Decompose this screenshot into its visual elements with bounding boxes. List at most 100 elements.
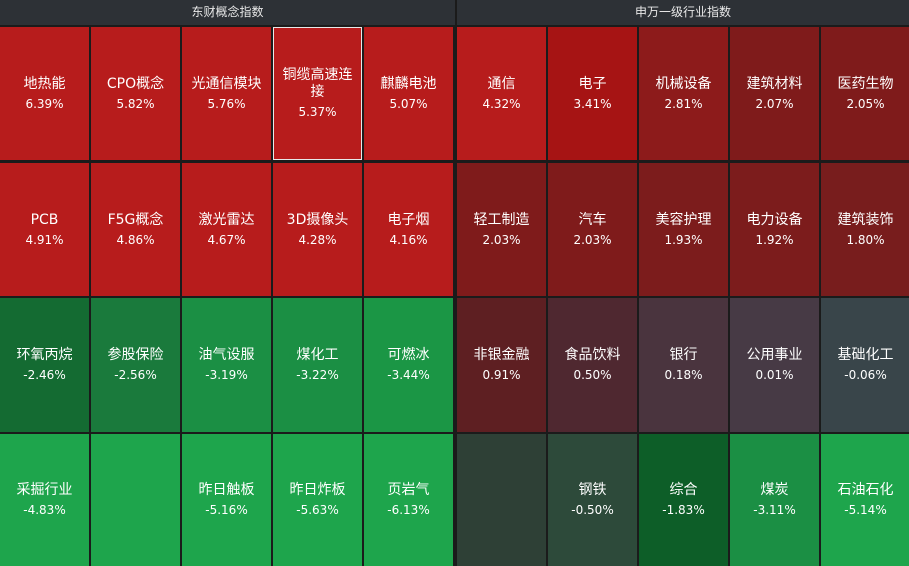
tile-change-percent: -1.83% xyxy=(662,503,705,517)
tile-change-percent: -3.22% xyxy=(296,368,339,382)
tile-name: 医药生物 xyxy=(837,75,894,92)
tile-name: 通信 xyxy=(487,75,516,92)
concept-tile[interactable]: 麒麟电池 5.07% xyxy=(364,27,453,160)
industry-tile[interactable]: 汽车 2.03% xyxy=(548,163,637,296)
industry-tile[interactable]: 基础化工 -0.06% xyxy=(821,298,909,432)
industry-tile[interactable]: 美容护理 1.93% xyxy=(639,163,728,296)
concept-index-panel: 东财概念指数 地热能 6.39% CPO概念 5.82% 光通信模块 5.76% 铜缆高速连… xyxy=(0,0,455,566)
tile-change-percent: 3.41% xyxy=(573,96,612,111)
industry-tile[interactable]: 煤炭 -3.11% xyxy=(730,434,819,566)
tile-name: 参股保险 xyxy=(107,347,164,363)
tile-change-percent: 0.50% xyxy=(573,368,612,382)
tile-name: 电子烟 xyxy=(387,211,430,228)
industry-tile[interactable]: 钢铁 -0.50% xyxy=(548,434,637,566)
tile-change-percent: 2.05% xyxy=(846,96,885,111)
tile-name: 综合 xyxy=(669,482,698,498)
tile-change-percent: 0.01% xyxy=(755,368,794,382)
industry-index-title: 申万一级行业指数 xyxy=(457,0,909,25)
concept-tile[interactable]: PCB 4.91% xyxy=(0,163,89,296)
tile-name: F5G概念 xyxy=(107,211,164,228)
tile-change-percent: 4.91% xyxy=(25,232,64,247)
tile-name: 美容护理 xyxy=(655,211,712,228)
tile-change-percent: -3.44% xyxy=(387,368,430,382)
industry-tile[interactable]: 电力设备 1.92% xyxy=(730,163,819,296)
industry-tile[interactable]: 建筑材料 2.07% xyxy=(730,27,819,160)
industry-tile[interactable]: 电子 3.41% xyxy=(548,27,637,160)
tile-name: 基础化工 xyxy=(837,347,894,363)
tile-name: 公用事业 xyxy=(746,347,803,363)
concept-tile[interactable]: 激光雷达 4.67% xyxy=(182,163,271,296)
tile-change-percent: 6.39% xyxy=(25,96,64,111)
tile-change-percent: 2.07% xyxy=(755,96,794,111)
tile-name: 昨日炸板 xyxy=(289,482,346,498)
tile-change-percent: 2.03% xyxy=(573,232,612,247)
concept-tile[interactable]: 3D摄像头 4.28% xyxy=(273,163,362,296)
industry-tile[interactable]: 机械设备 2.81% xyxy=(639,27,728,160)
concept-tile[interactable]: 参股保险 -2.56% xyxy=(91,298,180,432)
industry-tile[interactable]: 医药生物 2.05% xyxy=(821,27,909,160)
industry-tile[interactable]: 银行 0.18% xyxy=(639,298,728,432)
concept-tile[interactable]: 采掘行业 -4.83% xyxy=(0,434,89,566)
tile-name: 建筑材料 xyxy=(746,75,803,92)
tile-name: 油气设服 xyxy=(198,347,255,363)
tile-change-percent: 4.32% xyxy=(482,96,521,111)
concept-tile[interactable]: 油气设服 -3.19% xyxy=(182,298,271,432)
tile-name: 钢铁 xyxy=(578,482,607,498)
tile-change-percent: -0.50% xyxy=(571,503,614,517)
tile-name: 电力设备 xyxy=(746,211,803,228)
tile-change-percent: 1.92% xyxy=(755,232,794,247)
tile-name: 3D摄像头 xyxy=(286,211,349,228)
tile-name: 激光雷达 xyxy=(198,211,255,228)
tile-change-percent: -5.63% xyxy=(296,503,339,517)
concept-tile[interactable]: 电子烟 4.16% xyxy=(364,163,453,296)
industry-index-panel: 申万一级行业指数 通信 4.32% 电子 3.41% 机械设备 2.81% 建筑材料 2.07… xyxy=(457,0,909,566)
concept-tile[interactable]: 环氧丙烷 -2.46% xyxy=(0,298,89,432)
tile-name: 铜缆高速连接 xyxy=(282,67,353,100)
industry-tile[interactable]: 通信 4.32% xyxy=(457,27,546,160)
concept-tile[interactable]: F5G概念 4.86% xyxy=(91,163,180,296)
tile-name: 汽车 xyxy=(578,211,607,228)
industry-tile[interactable] xyxy=(457,434,546,566)
tile-name: 轻工制造 xyxy=(473,211,530,228)
concept-tile[interactable]: 地热能 6.39% xyxy=(0,27,89,160)
tile-name: 石油石化 xyxy=(837,482,894,498)
tile-change-percent: 4.67% xyxy=(207,232,246,247)
tile-change-percent: -2.46% xyxy=(23,368,66,382)
tile-name: 可燃冰 xyxy=(387,347,430,363)
concept-tile[interactable]: 铜缆高速连接 5.37% xyxy=(273,27,362,160)
tile-name: 食品饮料 xyxy=(564,347,621,363)
concept-tile[interactable]: 光通信模块 5.76% xyxy=(182,27,271,160)
concept-tile[interactable]: 煤化工 -3.22% xyxy=(273,298,362,432)
industry-tile[interactable]: 非银金融 0.91% xyxy=(457,298,546,432)
industry-tile[interactable]: 轻工制造 2.03% xyxy=(457,163,546,296)
tile-name: 麒麟电池 xyxy=(380,75,437,92)
industry-tile[interactable]: 食品饮料 0.50% xyxy=(548,298,637,432)
tile-name: 银行 xyxy=(669,347,698,363)
tile-name: PCB xyxy=(30,211,59,228)
tile-name: 页岩气 xyxy=(387,482,430,498)
concept-tile[interactable]: 可燃冰 -3.44% xyxy=(364,298,453,432)
tile-name: 电子 xyxy=(578,75,607,92)
tile-change-percent: -6.13% xyxy=(387,503,430,517)
industry-tile[interactable]: 石油石化 -5.14% xyxy=(821,434,909,566)
tile-change-percent: 5.07% xyxy=(389,96,428,111)
concept-tile[interactable]: 昨日触板 -5.16% xyxy=(182,434,271,566)
concept-tile[interactable]: 昨日炸板 -5.63% xyxy=(273,434,362,566)
industry-tile[interactable]: 综合 -1.83% xyxy=(639,434,728,566)
tile-name: 环氧丙烷 xyxy=(16,347,73,363)
concept-tile[interactable]: 页岩气 -6.13% xyxy=(364,434,453,566)
tile-change-percent: -0.06% xyxy=(844,368,887,382)
tile-name: 光通信模块 xyxy=(191,75,262,92)
tile-change-percent: -5.16% xyxy=(205,503,248,517)
concept-tile[interactable]: CPO概念 5.82% xyxy=(91,27,180,160)
tile-change-percent: -3.19% xyxy=(205,368,248,382)
tile-change-percent: 2.81% xyxy=(664,96,703,111)
tile-change-percent: 2.03% xyxy=(482,232,521,247)
tile-change-percent: 0.18% xyxy=(664,368,703,382)
tile-change-percent: 1.80% xyxy=(846,232,885,247)
industry-tile[interactable]: 公用事业 0.01% xyxy=(730,298,819,432)
industry-tile[interactable]: 建筑装饰 1.80% xyxy=(821,163,909,296)
tile-change-percent: 4.86% xyxy=(116,232,155,247)
tile-change-percent: -2.56% xyxy=(114,368,157,382)
concept-tile[interactable] xyxy=(91,434,180,566)
